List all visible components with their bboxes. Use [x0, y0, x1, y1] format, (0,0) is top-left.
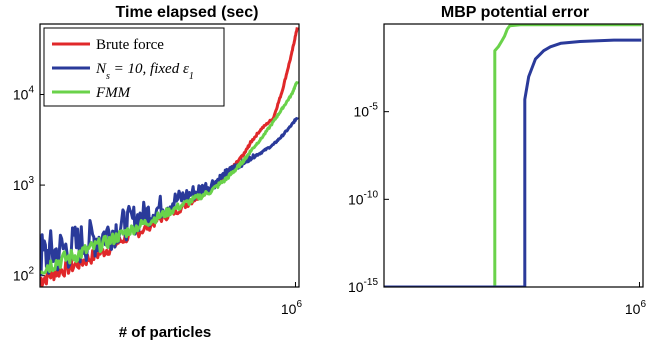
chart-mbp-potential-error: MBP potential error 106 10-15 10-10 10-5: [348, 4, 647, 317]
y-tick-label: 103: [13, 175, 35, 193]
chart-time-elapsed: Time elapsed (sec) 106 102 103 104 Brute fo…: [13, 4, 303, 341]
tick-labels: 106 102 103 104: [13, 84, 303, 317]
chart-title: Time elapsed (sec): [116, 4, 259, 21]
y-tick-label: 10-10: [348, 189, 378, 207]
series-group: [40, 27, 299, 287]
tick-labels: 106 10-15 10-10 10-5: [348, 102, 647, 317]
series-line-2: [384, 38, 642, 287]
y-tick-label: 102: [13, 266, 35, 284]
legend-entry: Brute force: [96, 37, 164, 53]
y-tick-label: 10-15: [348, 277, 378, 295]
y-tick-label: 104: [13, 84, 35, 102]
series-group: [384, 24, 642, 287]
x-tick-label: 106: [625, 299, 647, 317]
legend: Brute force Ns = 10, fixed ε1 FMM: [43, 27, 225, 107]
x-tick-label: 106: [281, 299, 303, 317]
legend-entry: FMM: [95, 85, 132, 101]
chart-title: MBP potential error: [441, 4, 589, 21]
plot-frame: [39, 23, 300, 288]
plot-frame: [383, 23, 644, 288]
series-line-1: [384, 24, 642, 287]
y-tick-label: 10-5: [354, 102, 379, 120]
x-axis-label: # of particles: [119, 324, 212, 341]
series-line-3: [40, 80, 299, 275]
legend-entry: Ns = 10, fixed ε1: [95, 61, 194, 82]
